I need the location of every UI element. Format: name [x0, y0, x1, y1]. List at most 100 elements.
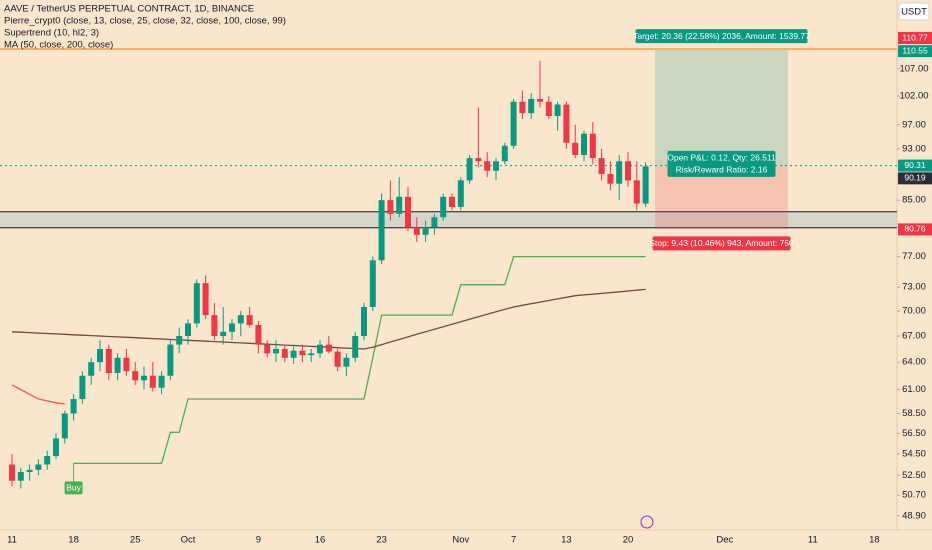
candle-body	[466, 158, 473, 181]
y-tick-label: 73.00	[902, 282, 926, 293]
candle-body	[325, 344, 332, 352]
candle-body	[176, 336, 183, 345]
price-label-box	[898, 172, 932, 185]
candle-body	[132, 371, 139, 381]
buy-label: Buy	[66, 483, 81, 493]
candle-body	[26, 469, 33, 473]
candle-body	[317, 344, 323, 354]
x-tick-label: 9	[256, 535, 261, 546]
x-tick-label: 11	[808, 535, 818, 546]
candle-body	[589, 133, 596, 159]
x-tick-label: Oct	[181, 535, 196, 546]
x-tick-label: 13	[561, 535, 572, 546]
chart-title: AAVE / TetherUS PERPETUAL CONTRACT, 1D, …	[4, 4, 254, 15]
candle-body	[528, 98, 535, 114]
candle-body	[158, 375, 165, 388]
candle-body	[273, 348, 279, 354]
y-tick-label: 50.70	[902, 490, 926, 501]
candle-body	[211, 315, 218, 337]
legend-entry: Pierre_crypt0 (close, 13, close, 25, clo…	[4, 16, 286, 27]
event-icon[interactable]	[640, 515, 654, 529]
legend-entry: MA (50, close, 200, close)	[4, 40, 113, 51]
price-label-box	[898, 45, 932, 58]
candle-body	[17, 472, 24, 481]
candle-body	[633, 180, 640, 204]
x-tick-label: 18	[68, 535, 79, 546]
candle-body	[334, 351, 341, 367]
candle-body	[308, 353, 315, 356]
price-label: 90.31	[904, 160, 926, 170]
plot-area	[0, 48, 897, 489]
candle-body	[290, 350, 297, 358]
candle-body	[369, 260, 376, 307]
x-tick-label: 20	[623, 535, 634, 546]
candle-body	[422, 227, 429, 235]
candle-body	[501, 145, 508, 162]
candle-body	[405, 196, 411, 228]
candle-body	[185, 323, 191, 337]
candle-body	[457, 180, 464, 207]
currency-box[interactable]	[898, 2, 930, 21]
stop-label-box	[652, 236, 791, 251]
candle-body	[396, 196, 403, 214]
candle-body	[563, 104, 570, 143]
price-label: 90.19	[904, 173, 926, 183]
x-tick-label: 11	[7, 535, 17, 546]
candle-body	[493, 161, 499, 171]
candle-body	[519, 101, 526, 114]
candle-body	[114, 357, 121, 373]
pnl-label: Risk/Reward Ratio: 2.16	[676, 165, 768, 175]
buy-badge	[64, 481, 83, 495]
price-label-box	[898, 32, 932, 45]
candle-body	[484, 161, 491, 171]
candle-body	[88, 362, 95, 376]
candle-body	[281, 348, 288, 358]
y-tick-label: 48.90	[902, 510, 926, 521]
candle-body	[510, 101, 517, 146]
y-tick-label: 56.50	[902, 428, 926, 439]
pnl-label: Open P&L: 0.12, Qty: 26.511	[667, 153, 776, 163]
y-tick-label: 54.50	[902, 448, 926, 459]
candle-body	[449, 196, 455, 207]
candle-body	[616, 161, 623, 184]
x-tick-label: Dec	[716, 535, 733, 546]
candle-body	[105, 348, 112, 373]
y-tick-label: 107.00	[899, 63, 928, 74]
stop-label: Stop: 9.43 (10.46%) 943, Amount: 750	[649, 238, 794, 248]
candle-body	[70, 399, 77, 414]
candle-body	[572, 142, 579, 156]
y-tick-label: 77.00	[902, 251, 926, 262]
candle-body	[431, 217, 438, 228]
candle-body	[625, 161, 631, 181]
candle-body	[123, 357, 130, 372]
candle-body	[35, 464, 42, 470]
candle-body	[352, 336, 359, 358]
y-tick-label: 102.00	[899, 91, 928, 102]
pnl-label-box	[667, 150, 776, 177]
price-label-box	[898, 223, 932, 236]
candle-body	[229, 323, 235, 332]
y-tick-label: 67.00	[902, 331, 926, 342]
candle-body	[554, 104, 561, 117]
target-label: Target: 20.36 (22.58%) 2036, Amount: 153…	[633, 31, 810, 41]
y-tick-label: 58.50	[902, 408, 926, 419]
candle-body	[440, 196, 447, 218]
candle-body	[413, 227, 420, 235]
y-tick-label: 97.00	[902, 119, 926, 130]
candle-body	[141, 375, 147, 381]
candle-body	[361, 306, 367, 337]
currency[interactable]: USDT	[901, 7, 927, 18]
candle-body	[97, 348, 103, 363]
candle-body	[237, 315, 244, 324]
price-label-box	[898, 159, 932, 172]
candle-body	[299, 350, 306, 356]
x-tick-label: 16	[315, 535, 326, 546]
y-tick-label: 52.50	[902, 470, 926, 481]
candle-body	[149, 375, 156, 388]
candle-body	[255, 325, 262, 345]
indicator-line	[73, 255, 646, 465]
indicator-line	[11, 384, 65, 405]
y-tick-label: 93.00	[902, 143, 926, 154]
candle-body	[9, 464, 15, 481]
